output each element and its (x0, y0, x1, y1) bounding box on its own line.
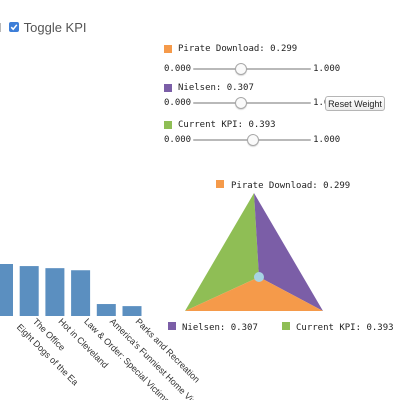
slider-track (193, 68, 312, 70)
slider-thumb[interactable] (235, 63, 248, 75)
slider-row-pirate-download: 0.000 1.000 (164, 62, 340, 76)
triangle-region-nielsen (254, 193, 323, 311)
slider-max-label: 1.000 (313, 135, 341, 145)
weight-current-kpi: Current KPI: 0.393 (164, 118, 276, 132)
pirate-download-weight-slider[interactable] (193, 62, 312, 76)
slider-thumb[interactable] (247, 134, 260, 146)
bar-1 (19, 266, 39, 316)
bar-2 (45, 268, 65, 316)
bar-4 (96, 304, 116, 316)
slider-min-label: 0.000 (164, 64, 192, 74)
legend-swatch-current-kpi (282, 322, 290, 330)
weight-pirate-download: Pirate Download: 0.299 (164, 42, 297, 56)
triangle-label-current-kpi: Current KPI: 0.393 (296, 323, 394, 333)
toggle-kpi-label: Toggle KPI (23, 19, 87, 35)
legend-swatch-nielsen (168, 322, 176, 330)
legend-swatch-nielsen (164, 84, 172, 92)
bar-3 (71, 270, 91, 316)
bar-0 (0, 264, 13, 316)
triangle-region-current-kpi (185, 193, 259, 311)
weight-nielsen: Nielsen: 0.307 (164, 81, 254, 95)
current-kpi-weight-slider[interactable] (193, 133, 312, 147)
toggle-kpi-control[interactable]: I Toggle KPI (0, 18, 87, 36)
nielsen-weight-slider[interactable] (193, 96, 312, 110)
previous-control-fragment: I (0, 20, 2, 35)
weight-label-nielsen: Nielsen: 0.307 (178, 83, 254, 93)
slider-max-label: 1.000 (313, 64, 341, 74)
slider-thumb[interactable] (235, 97, 248, 109)
slider-row-current-kpi: 0.000 1.000 (164, 133, 340, 147)
slider-min-label: 0.000 (164, 98, 192, 108)
bar-5 (122, 306, 142, 316)
weight-point-handle[interactable] (254, 272, 264, 282)
legend-swatch-pirate-download (164, 45, 172, 53)
checkmark-icon (10, 24, 18, 31)
triangle-label-pirate-download: Pirate Download: 0.299 (231, 181, 350, 191)
slider-min-label: 0.000 (164, 135, 192, 145)
triangle-region-pirate-download (185, 277, 323, 311)
legend-swatch-current-kpi (164, 121, 172, 129)
triangle-label-nielsen: Nielsen: 0.307 (182, 323, 258, 333)
toggle-kpi-checkbox[interactable] (8, 22, 19, 32)
reset-weight-button[interactable]: Reset Weight (325, 96, 385, 111)
weight-label-current-kpi: Current KPI: 0.393 (178, 120, 276, 130)
slider-track (193, 102, 312, 104)
legend-swatch-pirate-download (216, 180, 224, 188)
weight-label-pirate-download: Pirate Download: 0.299 (178, 44, 298, 54)
